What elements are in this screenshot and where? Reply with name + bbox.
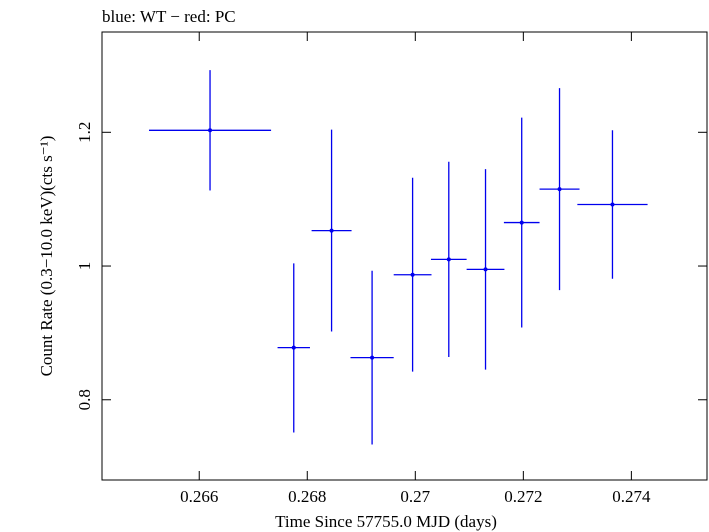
data-point: [350, 270, 394, 445]
data-point: [466, 169, 505, 370]
data-marker: [610, 202, 615, 207]
data-point: [539, 88, 580, 291]
x-tick-label: 0.27: [400, 487, 430, 506]
data-point: [148, 70, 272, 191]
data-point: [577, 130, 648, 279]
x-axis-ticks: 0.266 0.268 0.27 0.272 0.274: [180, 32, 651, 506]
data-marker: [410, 272, 415, 277]
y-tick-label: 1: [75, 262, 94, 271]
data-marker: [291, 345, 296, 350]
plot-frame: [101, 31, 708, 481]
chart-title: blue: WT − red: PC: [102, 7, 236, 26]
y-tick-label: 1.2: [75, 122, 94, 143]
data-point: [503, 117, 540, 328]
data-marker: [208, 128, 213, 133]
data-point: [277, 263, 310, 433]
x-axis-label: Time Since 57755.0 MJD (days): [275, 512, 497, 531]
y-axis-label: Count Rate (0.3−10.0 keV)(cts s⁻¹): [37, 136, 56, 377]
y-axis-ticks: 0.8 1 1.2: [75, 122, 707, 410]
data-point: [311, 129, 352, 332]
data-marker: [557, 187, 562, 192]
data-marker: [519, 220, 524, 225]
data-marker: [483, 267, 488, 272]
x-tick-label: 0.272: [504, 487, 542, 506]
data-marker: [370, 355, 375, 360]
y-tick-label: 0.8: [75, 389, 94, 410]
data-point: [430, 161, 467, 357]
data-marker: [446, 257, 451, 262]
data-point: [393, 177, 432, 372]
x-tick-label: 0.266: [180, 487, 218, 506]
data-marker: [329, 228, 334, 233]
x-tick-label: 0.268: [288, 487, 326, 506]
data-points: [148, 70, 648, 445]
x-tick-label: 0.274: [612, 487, 651, 506]
